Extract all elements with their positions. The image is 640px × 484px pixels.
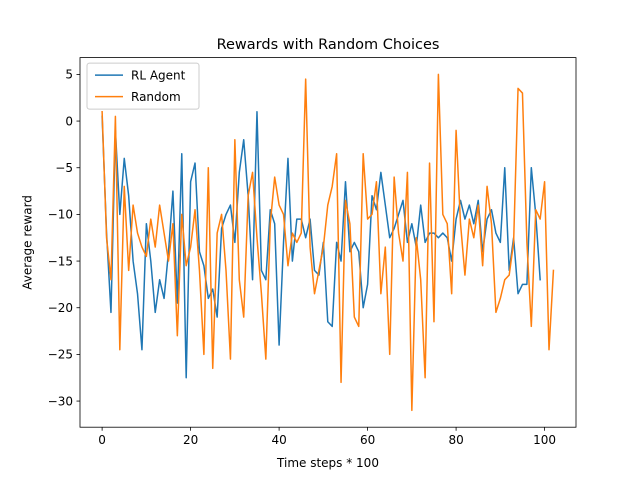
series-line-random bbox=[101, 73, 555, 412]
x-tick-label: 100 bbox=[533, 433, 556, 447]
x-tick-label: 40 bbox=[271, 433, 286, 447]
y-tick-label: 5 bbox=[65, 68, 73, 82]
plot-frame bbox=[79, 57, 577, 428]
chart-title: Rewards with Random Choices bbox=[217, 37, 440, 53]
x-tick-label: 20 bbox=[183, 433, 198, 447]
legend: RL Agent Random bbox=[86, 62, 200, 110]
y-axis-label: Average reward bbox=[21, 195, 35, 290]
legend-label: RL Agent bbox=[131, 68, 186, 82]
y-tick-label: −10 bbox=[48, 208, 73, 222]
y-tick-label: −5 bbox=[55, 161, 73, 175]
y-tick-label: 0 bbox=[65, 114, 73, 128]
y-tick-label: −25 bbox=[48, 348, 73, 362]
y-tick-label: −30 bbox=[48, 394, 73, 408]
x-tick-label: 80 bbox=[448, 433, 463, 447]
y-tick-label: −20 bbox=[48, 301, 73, 315]
plot-area bbox=[80, 57, 576, 428]
legend-label: Random bbox=[131, 90, 181, 104]
y-axis-ticks: 5 0 −5 −10 −15 −20 −25 −30 bbox=[48, 68, 80, 408]
y-tick-label: −15 bbox=[48, 254, 73, 268]
x-tick-label: 60 bbox=[360, 433, 375, 447]
x-tick-label: 0 bbox=[98, 433, 106, 447]
x-axis-ticks: 0 20 40 60 80 100 bbox=[98, 427, 556, 447]
x-axis-label: Time steps * 100 bbox=[276, 456, 379, 470]
series-layer bbox=[101, 73, 555, 412]
